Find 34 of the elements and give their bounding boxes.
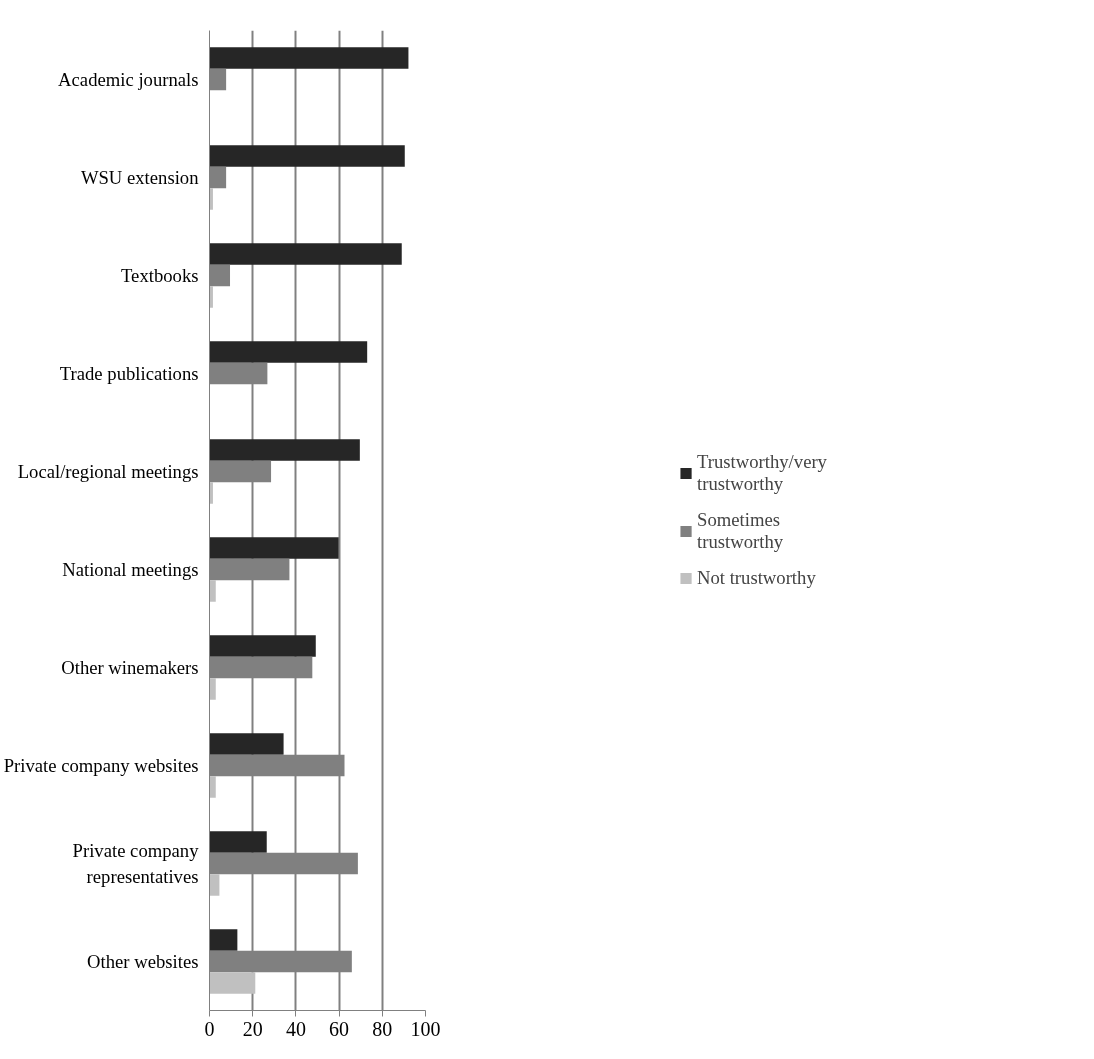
- bar: [209, 439, 360, 461]
- bar: [209, 831, 267, 853]
- y-tick-label: Private company websites: [3, 755, 199, 776]
- legend-label: Not trustworthy: [697, 567, 816, 589]
- y-tick-label: National meetings: [62, 559, 199, 580]
- y-tick-label: WSU extension: [80, 167, 200, 188]
- bar: [209, 733, 284, 755]
- x-tick-label: 20: [242, 1017, 263, 1040]
- bar: [209, 243, 402, 265]
- x-tick-label: 40: [285, 1017, 306, 1040]
- bar: [209, 341, 368, 363]
- legend-label: Sometimes trustworthy: [697, 509, 784, 553]
- bar: [209, 580, 216, 602]
- bar: [209, 145, 405, 167]
- y-tick-label: Trade publications: [59, 363, 199, 384]
- bar: [209, 47, 409, 69]
- bar: [209, 929, 238, 951]
- bar: [209, 874, 220, 896]
- bar: [209, 776, 216, 798]
- x-tick-label: 60: [329, 1017, 350, 1040]
- y-tick-label: Textbooks: [121, 265, 199, 286]
- x-tick-label: 100: [410, 1017, 441, 1040]
- y-tick-label: Academic journals: [58, 69, 199, 90]
- bar: [209, 635, 316, 657]
- legend-label: Trustworthy/very trustworthy: [697, 451, 827, 495]
- y-tick-label: Local/regional meetings: [17, 461, 199, 482]
- bar: [209, 678, 216, 700]
- y-tick-label: Other winemakers: [61, 657, 199, 678]
- y-tick-label: Private company representatives: [72, 840, 200, 887]
- y-tick-label: Other websites: [87, 951, 199, 972]
- x-tick-label: 0: [204, 1017, 215, 1040]
- x-tick-label: 80: [372, 1017, 393, 1040]
- bar: [209, 972, 256, 994]
- bar: [209, 537, 339, 559]
